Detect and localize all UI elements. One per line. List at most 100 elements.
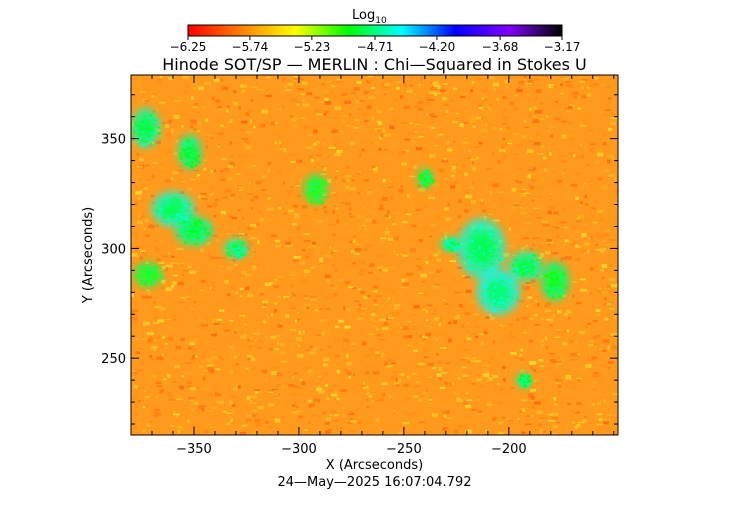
heatmap-noise-cell — [189, 341, 195, 346]
heatmap-noise-cell — [548, 255, 551, 259]
heatmap-noise-cell — [522, 433, 527, 435]
heatmap-noise-cell — [291, 117, 297, 122]
heatmap-noise-cell — [335, 269, 338, 272]
heatmap-noise-cell — [233, 102, 238, 106]
heatmap-noise-cell — [588, 77, 594, 82]
heatmap-noise-cell — [267, 403, 275, 407]
heatmap-noise-cell — [434, 309, 438, 312]
heatmap-noise-cell — [172, 171, 179, 175]
heatmap-noise-cell — [311, 243, 317, 248]
heatmap-noise-cell — [444, 161, 451, 166]
heatmap-noise-cell — [509, 101, 515, 106]
heatmap-noise-cell — [241, 371, 248, 374]
heatmap-noise-cell — [242, 217, 245, 220]
heatmap-noise-cell — [265, 92, 269, 97]
heatmap-noise-cell — [574, 261, 577, 265]
heatmap-noise-cell — [252, 366, 255, 371]
heatmap-speck — [491, 293, 495, 295]
heatmap-noise-cell — [566, 329, 569, 333]
heatmap-noise-cell — [585, 203, 589, 206]
heatmap-noise-cell — [515, 122, 521, 126]
heatmap-noise-cell — [477, 399, 481, 401]
heatmap-noise-cell — [580, 249, 588, 253]
heatmap-speck — [146, 272, 150, 275]
heatmap-noise-cell — [220, 174, 228, 177]
heatmap-speck — [139, 128, 144, 132]
heatmap-noise-cell — [604, 419, 611, 422]
heatmap-noise-cell — [336, 81, 342, 83]
heatmap-noise-cell — [211, 355, 218, 360]
heatmap-noise-cell — [438, 318, 444, 321]
heatmap-noise-cell — [211, 288, 214, 291]
heatmap-noise-cell — [496, 382, 501, 386]
heatmap-noise-cell — [597, 234, 605, 238]
heatmap-noise-cell — [194, 337, 199, 342]
heatmap-noise-cell — [610, 367, 615, 370]
heatmap-speck — [469, 243, 473, 246]
heatmap-speck — [197, 160, 202, 164]
heatmap-noise-cell — [541, 244, 544, 246]
heatmap-noise-cell — [592, 320, 598, 323]
heatmap-noise-cell — [190, 178, 196, 181]
heatmap-noise-cell — [222, 97, 227, 101]
heatmap-noise-cell — [617, 135, 618, 139]
heatmap-noise-cell — [195, 130, 201, 132]
heatmap-noise-cell — [327, 389, 335, 391]
heatmap-noise-cell — [358, 153, 362, 157]
heatmap-noise-cell — [421, 350, 425, 353]
heatmap-noise-cell — [417, 292, 425, 294]
heatmap-noise-cell — [176, 96, 184, 100]
heatmap-noise-cell — [375, 295, 381, 297]
heatmap-noise-cell — [488, 76, 494, 80]
heatmap-noise-cell — [476, 396, 480, 400]
heatmap-noise-cell — [607, 346, 610, 350]
heatmap-noise-cell — [534, 429, 538, 431]
heatmap-noise-cell — [602, 141, 607, 146]
heatmap-noise-cell — [613, 178, 616, 182]
heatmap-speck — [422, 184, 426, 187]
heatmap-noise-cell — [284, 244, 291, 248]
heatmap-noise-cell — [240, 312, 247, 316]
heatmap-speck — [225, 247, 229, 250]
heatmap-noise-cell — [348, 240, 353, 244]
heatmap-speck — [483, 284, 488, 287]
heatmap-noise-cell — [427, 98, 435, 101]
heatmap-noise-cell — [415, 355, 419, 359]
heatmap-noise-cell — [502, 117, 509, 119]
heatmap-noise-cell — [174, 365, 180, 369]
heatmap-speck — [488, 232, 493, 236]
heatmap-noise-cell — [576, 219, 582, 223]
heatmap-noise-cell — [483, 215, 487, 220]
heatmap-noise-cell — [133, 232, 138, 234]
heatmap-noise-cell — [464, 202, 471, 207]
heatmap-noise-cell — [227, 157, 234, 161]
heatmap-noise-cell — [244, 286, 250, 291]
heatmap-noise-cell — [554, 117, 561, 121]
heatmap-noise-cell — [442, 97, 447, 101]
heatmap-noise-cell — [146, 233, 150, 238]
heatmap-speck — [493, 229, 497, 232]
heatmap-noise-cell — [156, 81, 162, 85]
heatmap-noise-cell — [322, 304, 326, 309]
heatmap-noise-cell — [467, 360, 471, 364]
heatmap-noise-cell — [250, 199, 255, 202]
heatmap-noise-cell — [514, 98, 518, 102]
heatmap-noise-cell — [207, 371, 211, 374]
heatmap-noise-cell — [189, 130, 197, 133]
heatmap-noise-cell — [395, 81, 402, 84]
heatmap-noise-cell — [498, 148, 506, 152]
heatmap-noise-cell — [567, 402, 571, 405]
heatmap-noise-cell — [454, 392, 458, 396]
heatmap-noise-cell — [435, 337, 439, 341]
heatmap-noise-cell — [522, 321, 527, 326]
heatmap-noise-cell — [315, 157, 322, 162]
heatmap-noise-cell — [151, 95, 155, 98]
heatmap-speck — [152, 131, 156, 134]
heatmap-speck — [556, 281, 559, 284]
heatmap-noise-cell — [342, 178, 346, 183]
heatmap-noise-cell — [223, 279, 230, 284]
heatmap-noise-cell — [305, 349, 310, 352]
heatmap-noise-cell — [446, 321, 452, 325]
heatmap-noise-cell — [185, 362, 192, 365]
heatmap-noise-cell — [249, 224, 257, 228]
